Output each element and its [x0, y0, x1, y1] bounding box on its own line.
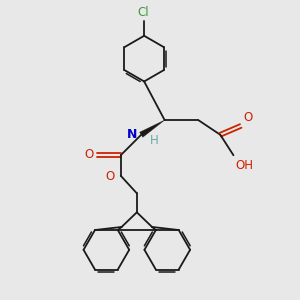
- Text: Cl: Cl: [138, 6, 149, 19]
- Text: O: O: [106, 170, 115, 183]
- Text: O: O: [85, 148, 94, 161]
- Text: N: N: [127, 128, 138, 141]
- Text: H: H: [149, 134, 158, 146]
- Text: OH: OH: [236, 159, 254, 172]
- Text: O: O: [243, 112, 252, 124]
- Polygon shape: [140, 120, 165, 137]
